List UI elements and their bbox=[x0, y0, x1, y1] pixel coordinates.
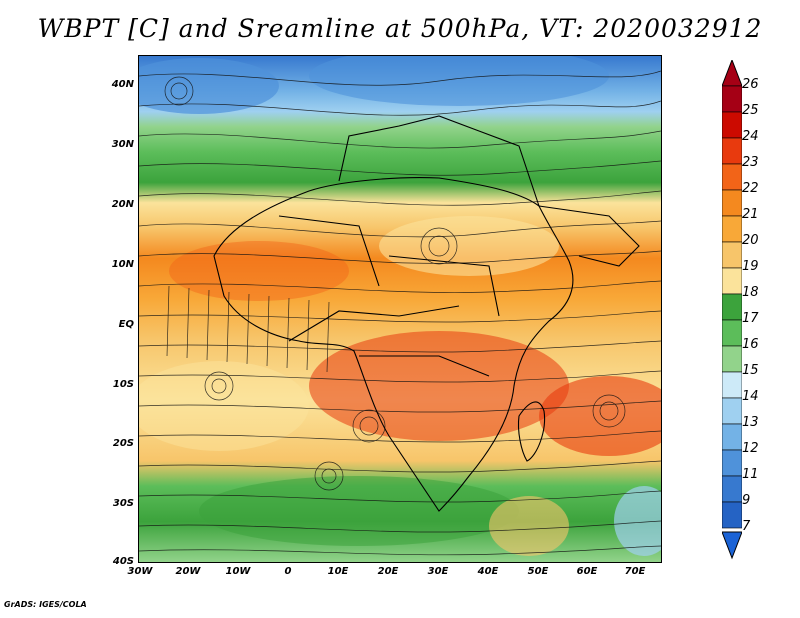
colorbar-label-20: 20 bbox=[742, 233, 759, 248]
colorbar-label-26: 26 bbox=[742, 77, 759, 92]
lon-label-70e: 70E bbox=[624, 566, 646, 577]
lon-label-20e: 20E bbox=[377, 566, 399, 577]
colorbar-cell bbox=[722, 85, 742, 113]
colorbar-cell bbox=[722, 501, 742, 529]
colorbar-cell bbox=[722, 475, 742, 503]
lat-label-20s: 20S bbox=[112, 438, 134, 449]
colorbar-label-9: 9 bbox=[742, 493, 751, 508]
map-title: WBPT [C] and Sreamline at 500hPa, VT: 20… bbox=[37, 14, 763, 43]
colorbar-label-15: 15 bbox=[742, 363, 759, 378]
colorbar-cell bbox=[722, 345, 742, 373]
colorbar-top-arrow bbox=[722, 60, 742, 87]
coastlines bbox=[213, 115, 640, 512]
colorbar-label-23: 23 bbox=[742, 155, 759, 170]
lon-label-20w: 20W bbox=[175, 566, 201, 577]
colorbar-label-24: 24 bbox=[742, 129, 759, 144]
lat-label-40s: 40S bbox=[112, 556, 134, 567]
lon-label-50e: 50E bbox=[527, 566, 549, 577]
map-panel bbox=[138, 55, 662, 563]
colorbar-cell bbox=[722, 163, 742, 191]
colorbar-bottom-arrow bbox=[722, 531, 742, 560]
colorbar-cell bbox=[722, 241, 742, 269]
streamlines bbox=[139, 70, 661, 556]
colorbar-label-17: 17 bbox=[742, 311, 759, 326]
lon-label-40e: 40E bbox=[477, 566, 499, 577]
colorbar bbox=[722, 60, 742, 560]
colorbar-cells bbox=[722, 85, 742, 529]
colorbar-cell bbox=[722, 189, 742, 217]
lon-label-60e: 60E bbox=[576, 566, 598, 577]
wbpt-field-map bbox=[139, 56, 661, 562]
colorbar-cell bbox=[722, 137, 742, 165]
lat-label-20n: 20N bbox=[111, 199, 134, 210]
colorbar-label-14: 14 bbox=[742, 389, 759, 404]
colorbar-label-18: 18 bbox=[742, 285, 759, 300]
lat-label-eq: EQ bbox=[118, 319, 134, 330]
colorbar-label-13: 13 bbox=[742, 415, 759, 430]
lon-label-30e: 30E bbox=[427, 566, 449, 577]
colorbar-label-25: 25 bbox=[742, 103, 759, 118]
lat-label-30n: 30N bbox=[111, 139, 134, 150]
colorbar-cell bbox=[722, 111, 742, 139]
lat-label-10n: 10N bbox=[111, 259, 134, 270]
colorbar-cell bbox=[722, 371, 742, 399]
colorbar-cell bbox=[722, 397, 742, 425]
colorbar-cell bbox=[722, 319, 742, 347]
lon-label-30w: 30W bbox=[127, 566, 153, 577]
colorbar-label-7: 7 bbox=[742, 519, 751, 534]
colorbar-cell bbox=[722, 449, 742, 477]
colorbar-label-22: 22 bbox=[742, 181, 759, 196]
colorbar-cell bbox=[722, 267, 742, 295]
lat-label-40n: 40N bbox=[111, 79, 134, 90]
lon-label-10e: 10E bbox=[327, 566, 349, 577]
colorbar-label-12: 12 bbox=[742, 441, 759, 456]
lon-label-0: 0 bbox=[284, 566, 292, 577]
colorbar-label-16: 16 bbox=[742, 337, 759, 352]
lat-label-30s: 30S bbox=[112, 498, 134, 509]
colorbar-label-11: 11 bbox=[742, 467, 759, 482]
lon-label-10w: 10W bbox=[225, 566, 251, 577]
colorbar-cell bbox=[722, 293, 742, 321]
grads-credit: GrADS: IGES/COLA bbox=[4, 600, 87, 609]
colorbar-label-21: 21 bbox=[742, 207, 759, 222]
lat-label-10s: 10S bbox=[112, 379, 134, 390]
colorbar-cell bbox=[722, 215, 742, 243]
colorbar-cell bbox=[722, 423, 742, 451]
colorbar-label-19: 19 bbox=[742, 259, 759, 274]
